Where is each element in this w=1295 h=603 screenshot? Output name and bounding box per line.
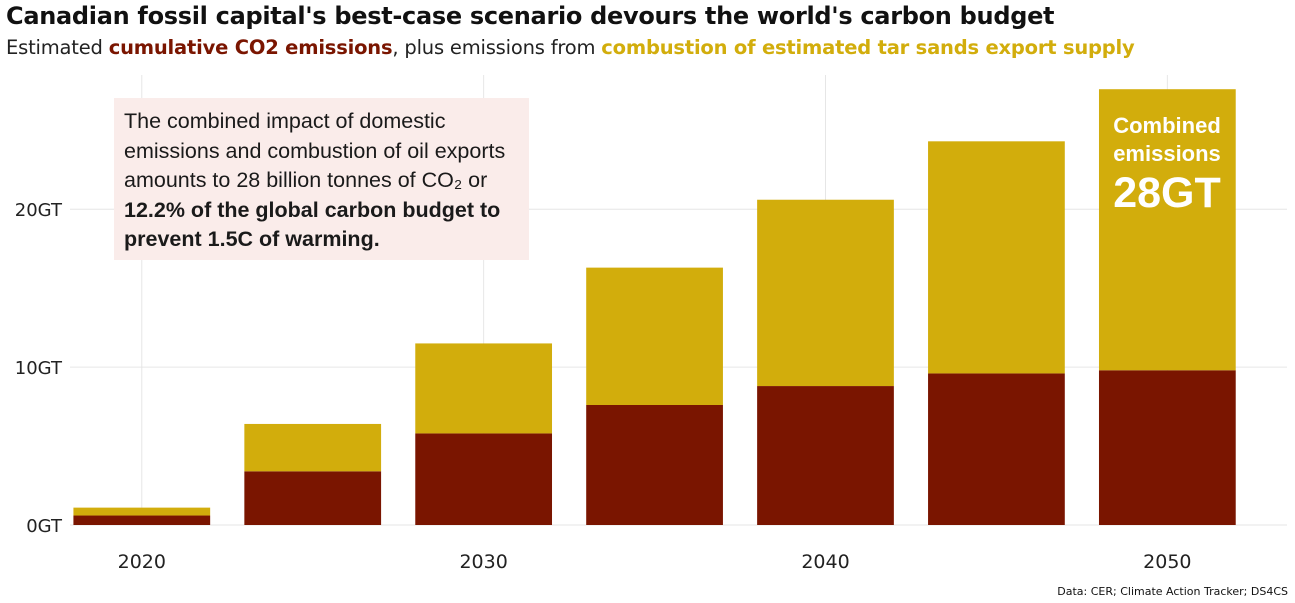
x-tick-label: 2030 bbox=[459, 551, 507, 573]
chart-subtitle: Estimated cumulative CO2 emissions, plus… bbox=[6, 36, 1135, 59]
bar-export-2030 bbox=[415, 343, 553, 434]
callout-value: 28GT bbox=[1113, 169, 1221, 217]
subtitle-middle: , plus emissions from bbox=[392, 36, 602, 59]
annotation-text: The combined impact of domestic emission… bbox=[124, 109, 506, 192]
bar-domestic-2025 bbox=[244, 471, 382, 525]
subtitle-domestic-label: cumulative CO2 emissions bbox=[108, 36, 393, 59]
bar-export-2040 bbox=[757, 199, 894, 387]
bar-domestic-2045 bbox=[928, 373, 1065, 525]
y-tick-label: 10GT bbox=[15, 358, 63, 379]
bar-domestic-2040 bbox=[757, 386, 894, 525]
x-tick-label: 2020 bbox=[118, 551, 166, 573]
y-tick-label: 20GT bbox=[15, 200, 63, 221]
chart-title: Canadian fossil capital's best-case scen… bbox=[6, 2, 1055, 30]
x-tick-label: 2040 bbox=[801, 551, 849, 573]
bar-domestic-2050 bbox=[1098, 370, 1236, 525]
source-note: Data: CER; Climate Action Tracker; DS4CS bbox=[1057, 585, 1288, 598]
bar-domestic-2020 bbox=[73, 515, 211, 525]
bar-domestic-2035 bbox=[586, 405, 723, 525]
bar-export-2025 bbox=[244, 423, 382, 472]
y-tick-label: 0GT bbox=[26, 516, 63, 537]
annotation-box: The combined impact of domestic emission… bbox=[114, 98, 529, 260]
bar-export-2050 bbox=[1098, 89, 1236, 371]
x-tick-label: 2050 bbox=[1143, 551, 1191, 573]
subtitle-export-label: combustion of estimated tar sands export… bbox=[601, 36, 1135, 59]
subtitle-lead: Estimated bbox=[6, 36, 109, 59]
bar-domestic-2030 bbox=[415, 433, 553, 525]
callout-label: Combined emissions bbox=[1113, 113, 1221, 166]
bar-export-2035 bbox=[586, 267, 723, 405]
bar-export-2020 bbox=[73, 507, 211, 516]
annotation-bold-text: 12.2% of the global carbon budget to pre… bbox=[124, 197, 501, 252]
bar-export-2045 bbox=[928, 141, 1065, 374]
